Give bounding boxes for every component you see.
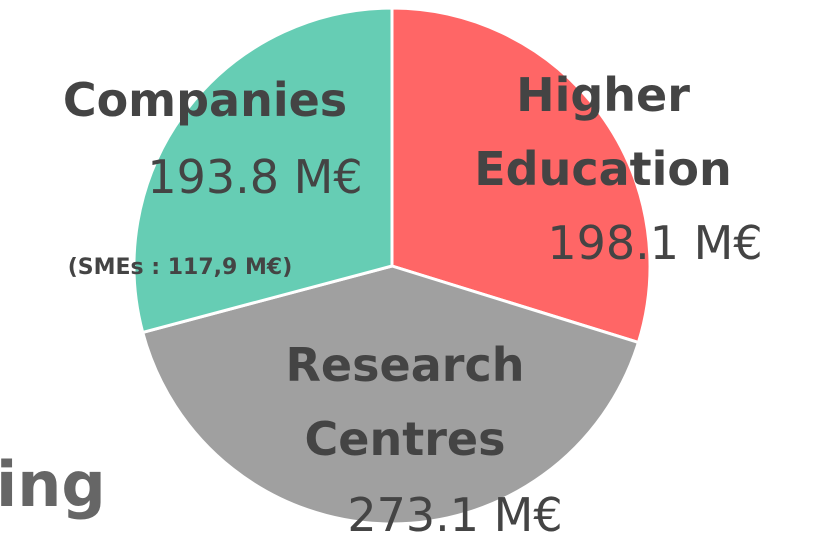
value-label: 273.1 M€: [347, 488, 563, 541]
bg-text: ing: [0, 448, 106, 521]
value-label: 198.1 M€: [547, 216, 763, 270]
pie-slice: [132, 6, 394, 335]
slice-label: Higher Education: [474, 68, 732, 196]
pie-slice: [390, 6, 652, 345]
slice-label: Companies: [62, 73, 348, 127]
slice-label: Research Centres: [285, 338, 525, 466]
pie-slice: [140, 264, 641, 526]
annotation: (SMEs : 117,9 M€): [67, 255, 293, 280]
value-label: 193.8 M€: [147, 150, 363, 204]
